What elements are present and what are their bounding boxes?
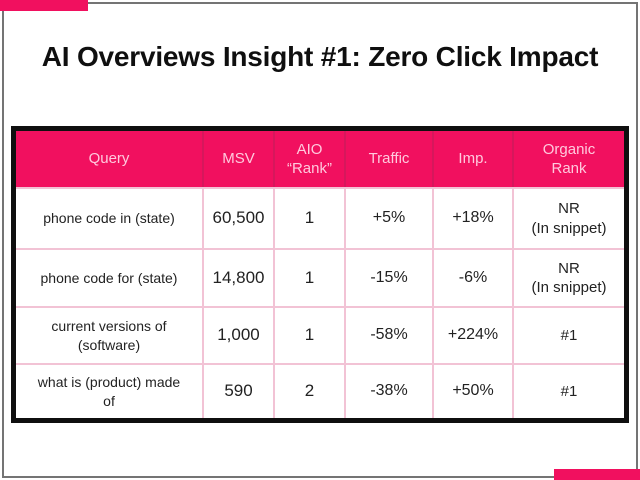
column-header-label: Rank [551,160,587,177]
cell-query: what is (product) made of [16,363,204,418]
cell-aio-rank: 1 [273,187,346,250]
page-title: AI Overviews Insight #1: Zero Click Impa… [41,41,599,72]
cell-text: phone code for (state) [40,269,178,286]
cell-text: (In snippet) [531,279,607,296]
table-row: phone code for (state) 14,800 1 -15% -6%… [16,248,624,308]
data-table-container: Query MSV AIO “Rank” Traffic [11,126,629,423]
corner-accent-top-left [0,0,88,11]
table-row: current versions of (software) 1,000 1 -… [16,306,624,365]
cell-query: phone code for (state) [16,248,204,308]
cell-organic-rank: NR (In snippet) [512,248,624,308]
table-row: phone code in (state) 60,500 1 +5% +18% … [16,187,624,250]
column-header-organic-rank: Organic Rank [512,131,624,189]
cell-text: #1 [560,326,578,344]
table-header-row: Query MSV AIO “Rank” Traffic [16,131,624,189]
cell-traffic: +5% [344,187,434,250]
cell-organic-rank: NR (In snippet) [512,187,624,250]
cell-text: of [103,392,115,409]
column-header-aio-rank: AIO “Rank” [273,131,345,189]
data-table: Query MSV AIO “Rank” Traffic [16,131,624,418]
column-header-imp: Imp. [432,131,513,189]
cell-traffic: -38% [344,363,434,418]
cell-text: phone code in (state) [43,210,175,227]
cell-traffic: -58% [344,306,434,365]
table-row: what is (product) made of 590 2 -38% +50… [16,363,624,418]
cell-text: what is (product) made [37,374,181,391]
column-header-label: Query [88,150,130,168]
cell-text: NR [558,200,580,217]
column-header-label: Traffic [368,150,410,168]
cell-text: #1 [560,382,578,400]
column-header-msv: MSV [202,131,274,189]
cell-text: (In snippet) [531,219,607,237]
cell-text: (software) [77,336,141,353]
cell-msv: 60,500 [202,187,275,250]
cell-aio-rank: 2 [273,363,346,418]
cell-imp: +224% [432,306,514,365]
column-header-label: Organic [542,140,596,158]
column-header-label: “Rank” [286,160,332,177]
cell-imp: -6% [432,248,514,308]
cell-imp: +50% [432,363,514,418]
cell-query: current versions of (software) [16,306,204,365]
cell-organic-rank: #1 [512,363,624,418]
cell-msv: 1,000 [202,306,275,365]
cell-imp: +18% [432,187,514,250]
column-header-query: Query [16,131,203,189]
corner-accent-bottom-right [554,469,640,480]
cell-aio-rank: 1 [273,248,346,308]
column-header-traffic: Traffic [344,131,433,189]
column-header-label: Imp. [458,150,488,168]
column-header-label: AIO [296,140,323,158]
column-header-label: MSV [222,150,255,168]
cell-text: current versions of [51,318,167,335]
cell-msv: 14,800 [202,248,275,308]
cell-msv: 590 [202,363,275,418]
cell-aio-rank: 1 [273,306,346,365]
cell-organic-rank: #1 [512,306,624,365]
cell-traffic: -15% [344,248,434,308]
cell-text: NR [558,259,580,277]
cell-query: phone code in (state) [16,187,204,250]
